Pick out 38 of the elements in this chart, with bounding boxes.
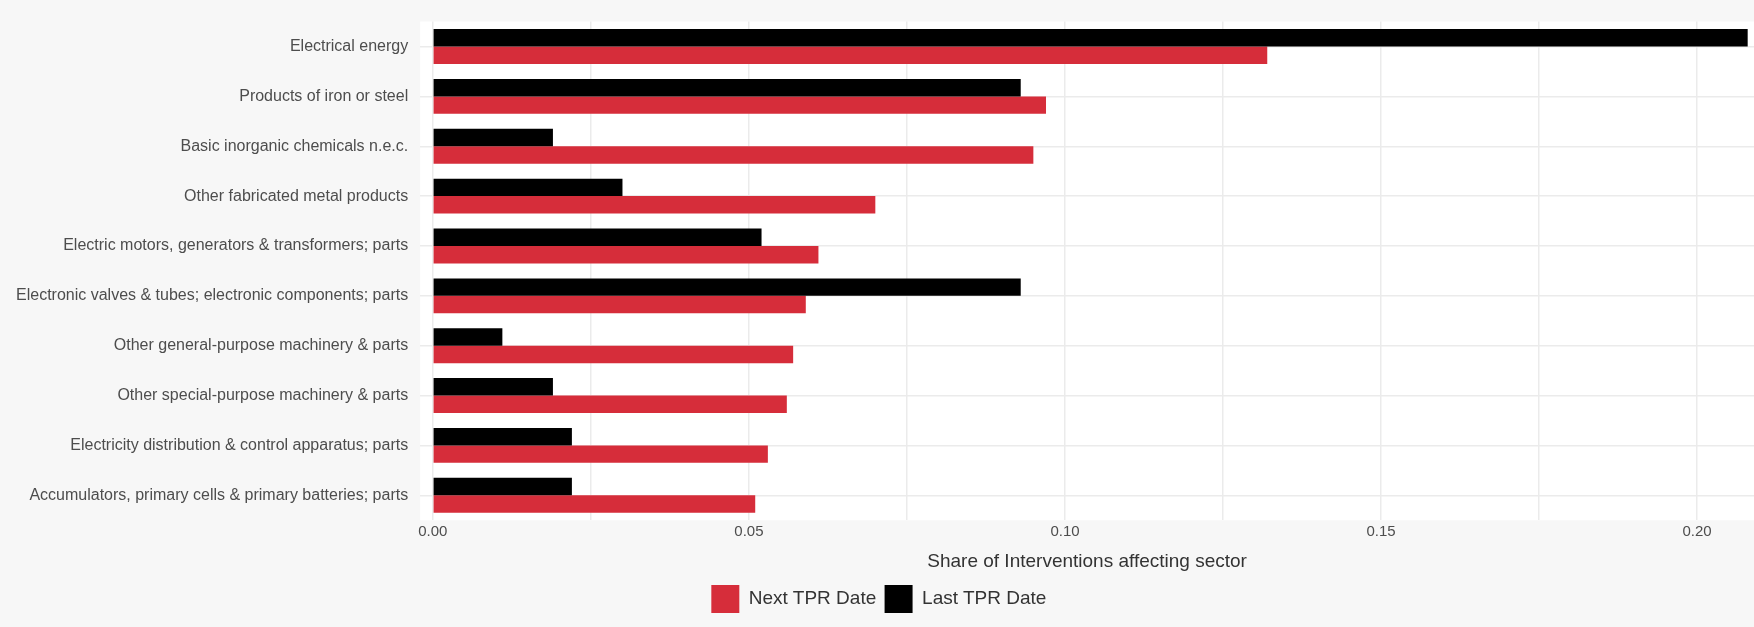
bar — [433, 46, 1268, 64]
bar — [433, 295, 806, 314]
y-tick-label: Other special-purpose machinery & parts — [117, 385, 409, 403]
x-tick-label: 0.05 — [734, 522, 764, 540]
bar — [433, 427, 572, 446]
bar — [433, 378, 553, 396]
y-tick-label: Basic inorganic chemicals n.e.c. — [180, 136, 409, 154]
y-tick-label: Other general-purpose machinery & parts — [113, 336, 409, 354]
y-tick-label: Accumulators, primary cells & primary batteries; parts — [29, 485, 409, 503]
bar — [433, 477, 572, 496]
y-tick-label: Other fabricated metal products — [184, 186, 409, 204]
x-tick-label: 0.00 — [418, 522, 448, 540]
bar — [433, 78, 1021, 97]
bar — [433, 146, 1034, 164]
y-tick-label: Electrical energy — [289, 36, 409, 54]
x-axis-title: Share of Interventions affecting sector — [927, 549, 1248, 571]
bar — [433, 196, 876, 214]
x-tick-label: 0.20 — [1682, 522, 1712, 540]
bar — [433, 245, 819, 264]
bar — [433, 228, 762, 246]
legend-label: Last TPR Date — [922, 587, 1047, 609]
bar — [433, 345, 794, 364]
x-tick-label: 0.15 — [1366, 522, 1396, 540]
y-tick-label: Electronic valves & tubes; electronic components; parts — [16, 286, 409, 304]
bar — [433, 328, 503, 346]
legend-label: Next TPR Date — [748, 587, 877, 609]
y-tick-label: Products of iron or steel — [239, 86, 409, 104]
bar — [433, 128, 553, 147]
bar — [433, 178, 623, 197]
x-tick-label: 0.10 — [1050, 522, 1080, 540]
y-tick-label: Electric motors, generators & transformers; parts — [63, 236, 409, 254]
bar — [433, 96, 1047, 114]
bar — [433, 29, 1748, 47]
bar — [433, 278, 1021, 296]
bar — [433, 395, 787, 413]
y-tick-label: Electricity distribution & control apparatus; parts — [70, 435, 409, 453]
bar — [433, 445, 768, 463]
bar — [433, 495, 756, 513]
